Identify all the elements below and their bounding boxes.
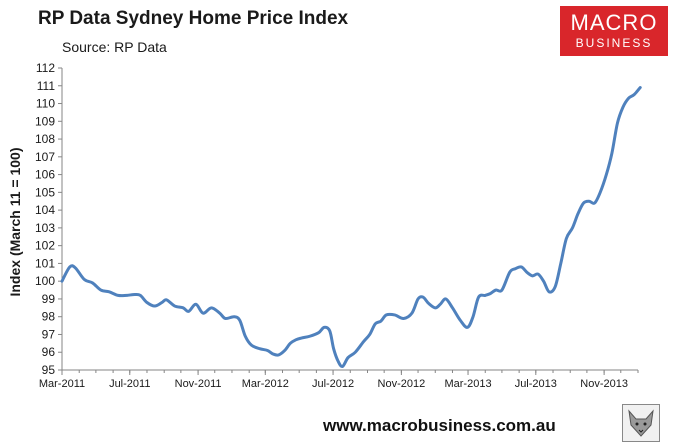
y-tick-label: 106 [35,168,55,182]
y-tick-label: 96 [42,345,56,359]
x-tick-label: Nov-2013 [580,378,628,390]
y-tick-label: 102 [35,239,55,253]
chart-title: RP Data Sydney Home Price Index [38,8,349,29]
x-tick-label: Mar-2013 [444,378,491,390]
y-axis-label: Index (March 11 = 100) [7,147,23,296]
website-url[interactable]: www.macrobusiness.com.au [323,416,556,435]
y-tick-label: 98 [42,310,56,324]
y-tick-label: 97 [42,327,56,341]
x-tick-label: Mar-2012 [242,378,289,390]
x-tick-label: Jul-2011 [109,378,150,390]
y-tick-label: 110 [36,97,55,111]
macro-business-logo[interactable]: MACRO BUSINESS [560,6,668,56]
logo-line1: MACRO [570,10,658,35]
y-tick-label: 112 [36,61,55,75]
y-tick-label: 103 [35,221,55,235]
x-tick-label: Mar-2011 [39,378,85,390]
fox-head-icon [622,404,660,442]
x-tick-label: Jul-2012 [312,378,354,390]
y-tick-label: 99 [42,292,56,306]
y-tick-label: 109 [35,114,55,128]
x-tick-label: Jul-2013 [515,378,557,390]
y-tick-label: 107 [35,150,55,164]
y-tick-label: 101 [35,256,55,270]
y-tick-label: 104 [35,203,55,217]
chart-subtitle: Source: RP Data [62,39,167,55]
x-tick-label: Nov-2011 [175,378,222,390]
y-tick-label: 95 [42,363,56,377]
y-tick-label: 108 [35,132,55,146]
y-tick-label: 111 [37,79,56,93]
y-tick-label: 105 [35,185,55,199]
y-tick-label: 100 [35,274,55,288]
series-line [60,86,642,369]
x-tick-label: Nov-2012 [378,378,426,390]
logo-line2: BUSINESS [575,36,653,50]
